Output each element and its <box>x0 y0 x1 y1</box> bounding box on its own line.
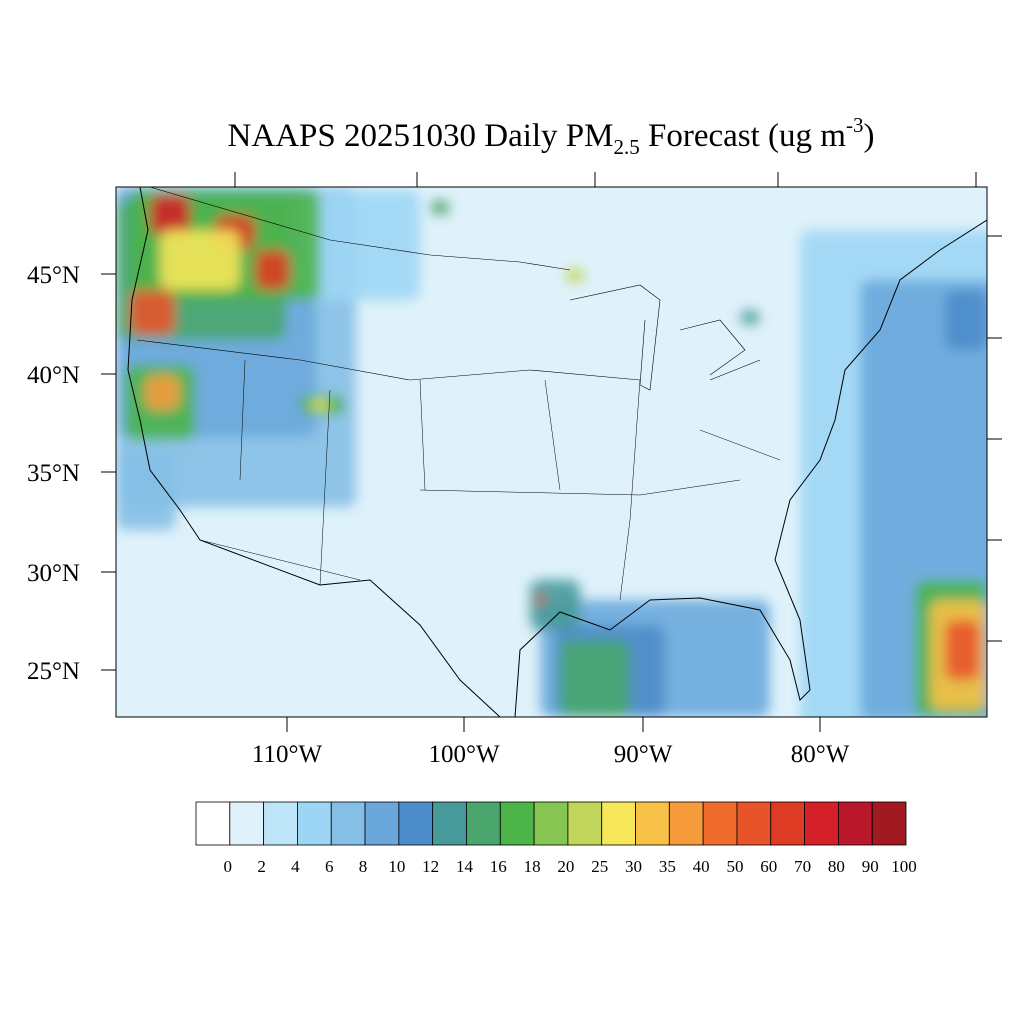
colorbar-label: 18 <box>524 857 541 876</box>
colorbar-label: 35 <box>659 857 676 876</box>
map-frame <box>115 186 988 718</box>
colorbar-box <box>229 801 265 846</box>
colorbar-box <box>466 801 501 846</box>
title: NAAPS 20251030 Daily PM2.5 Forecast (ug … <box>228 113 875 159</box>
smoke-region <box>310 400 330 410</box>
colorbar: 0 2 4 6 8 10 12 14 16 18 20 25 30 35 40 50 60 70 80 90 100 <box>195 801 917 876</box>
colorbar-box <box>871 801 907 846</box>
colorbar-label: 14 <box>456 857 474 876</box>
colorbar-label: 60 <box>760 857 777 876</box>
colorbar-box <box>601 801 636 846</box>
colorbar-label: 6 <box>325 857 334 876</box>
smoke-region <box>160 230 240 290</box>
colorbar-label: 4 <box>291 857 300 876</box>
smoke-region <box>530 580 580 630</box>
smoke-region <box>430 200 450 215</box>
colorbar-box <box>702 801 738 846</box>
title-end: ) <box>863 118 874 154</box>
colorbar-box <box>499 801 535 846</box>
colorbar-label: 70 <box>794 857 811 876</box>
colorbar-label: 12 <box>422 857 439 876</box>
colorbar-label: 80 <box>828 857 845 876</box>
colorbar-box <box>195 801 231 846</box>
colorbar-box <box>364 801 400 846</box>
latitude-label: 40°N <box>27 362 80 389</box>
smoke-blobs <box>116 187 987 717</box>
smoke-region <box>130 290 175 335</box>
smoke-region <box>945 620 980 680</box>
frame-ticks <box>101 172 1002 732</box>
colorbar-box <box>567 801 603 846</box>
longitude-label: 110°W <box>252 741 323 768</box>
colorbar-box <box>533 801 569 846</box>
colorbar-box <box>770 801 805 846</box>
coastline <box>514 219 987 717</box>
colorbar-box <box>668 801 704 846</box>
colorbar-label: 100 <box>891 857 917 876</box>
colorbar-label: 16 <box>490 857 507 876</box>
longitude-label: 100°W <box>428 741 499 768</box>
colorbar-box <box>398 801 434 846</box>
colorbar-box <box>837 801 873 846</box>
colorbar-label: 50 <box>726 857 743 876</box>
colorbar-label: 8 <box>359 857 368 876</box>
border <box>199 359 781 601</box>
pm25-field <box>116 187 987 717</box>
border <box>136 187 641 381</box>
colorbar-box <box>635 801 670 846</box>
smoke-region <box>740 310 760 325</box>
colorbar-box <box>330 801 366 846</box>
great-lakes <box>569 284 761 391</box>
title-middle: Forecast (ug m <box>640 118 847 154</box>
latitude-label: 25°N <box>27 658 80 685</box>
smoke-region <box>116 450 176 530</box>
latitude-label: 35°N <box>27 460 80 487</box>
smoke-region <box>945 290 987 350</box>
longitude-label: 80°W <box>791 741 850 768</box>
colorbar-label: 0 <box>224 857 233 876</box>
smoke-region <box>536 595 546 605</box>
smoke-region <box>560 640 630 717</box>
colorbar-box <box>297 801 332 846</box>
colorbar-label: 2 <box>257 857 266 876</box>
smoke-region <box>255 250 290 290</box>
smoke-region <box>300 190 420 300</box>
smoke-region <box>150 195 190 235</box>
colorbar-label: 40 <box>693 857 710 876</box>
title-subscript: 2.5 <box>614 135 640 159</box>
colorbar-label: 30 <box>625 857 642 876</box>
colorbar-label: 20 <box>557 857 574 876</box>
coastline <box>127 187 501 717</box>
colorbar-label: 10 <box>388 857 405 876</box>
colorbar-label: 90 <box>862 857 879 876</box>
colorbar-box <box>736 801 772 846</box>
title-superscript: -3 <box>846 113 864 137</box>
smoke-region <box>565 268 585 283</box>
colorbar-label: 25 <box>591 857 608 876</box>
colorbar-box <box>804 801 839 846</box>
title-main: NAAPS 20251030 Daily PM <box>228 118 614 154</box>
latitude-label: 45°N <box>27 262 80 289</box>
smoke-region <box>145 375 180 410</box>
latitude-label: 30°N <box>27 560 80 587</box>
colorbar-box <box>432 801 467 846</box>
colorbar-box <box>263 801 298 846</box>
boundaries <box>127 187 987 717</box>
longitude-label: 90°W <box>614 741 673 768</box>
